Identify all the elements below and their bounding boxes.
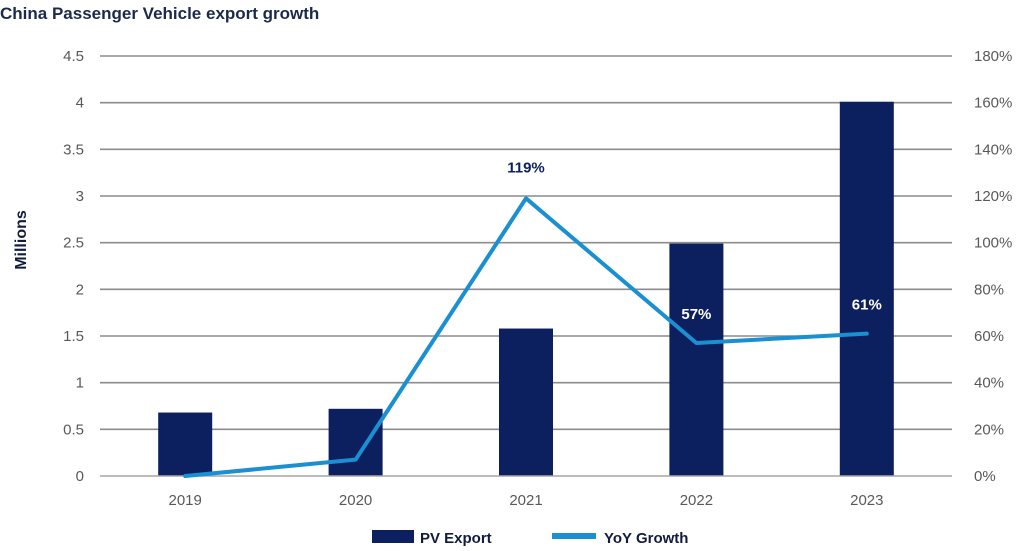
chart-title: China Passenger Vehicle export growth — [0, 4, 319, 23]
legend-swatch-yoy-growth — [552, 533, 596, 539]
bar-pv-export — [328, 408, 383, 476]
x-tick-label: 2023 — [850, 492, 883, 509]
axes: 0 0.5 1 1.5 2 2.5 3 3.5 4 4.5 0% 20% 40% 60% 80% 100% 12… — [63, 48, 1012, 509]
y-tick-label-left: 0.5 — [63, 421, 84, 438]
legend-swatch-pv-export — [372, 530, 414, 543]
bar-pv-export — [499, 328, 553, 476]
y-tick-label-left: 0 — [76, 468, 84, 485]
y-tick-label-right: 80% — [974, 281, 1004, 298]
y-tick-label-left: 1.5 — [63, 328, 84, 345]
y-tick-label-left: 1 — [76, 375, 84, 392]
bar-series — [158, 101, 894, 476]
data-labels: 7% 119% 57% 61% — [345, 159, 882, 491]
y-tick-label-left: 4 — [76, 95, 84, 112]
x-tick-label: 2020 — [339, 492, 372, 509]
bar-pv-export — [839, 101, 894, 476]
y-tick-label-left: 2.5 — [63, 235, 84, 252]
legend: PV Export YoY Growth — [372, 530, 688, 547]
line-series — [183, 196, 869, 478]
y-tick-label-left: 3 — [76, 188, 84, 205]
y-tick-label-right: 120% — [974, 188, 1012, 205]
bar-pv-export — [669, 243, 724, 476]
data-label-yoy-growth: 61% — [852, 297, 882, 314]
y-axis-label: Millions — [13, 210, 30, 270]
y-tick-label-left: 3.5 — [63, 141, 84, 158]
data-label-yoy-growth: 119% — [507, 159, 545, 176]
legend-label-pv-export: PV Export — [420, 530, 492, 547]
gridlines — [100, 55, 952, 431]
y-tick-label-right: 40% — [974, 375, 1004, 392]
y-tick-label-left: 4.5 — [63, 48, 84, 65]
x-tick-label: 2022 — [680, 492, 713, 509]
y-tick-label-left: 2 — [76, 281, 84, 298]
bar-pv-export — [158, 412, 213, 476]
data-label-yoy-growth: 57% — [681, 306, 711, 323]
y-tick-label-right: 180% — [974, 48, 1012, 65]
y-tick-label-right: 160% — [974, 95, 1012, 112]
y-tick-label-right: 20% — [974, 421, 1004, 438]
y-tick-label-right: 100% — [974, 235, 1012, 252]
y-tick-label-right: 0% — [974, 468, 996, 485]
line-yoy-growth — [183, 196, 869, 478]
y-tick-label-right: 140% — [974, 141, 1012, 158]
x-tick-label: 2019 — [169, 492, 202, 509]
legend-label-yoy-growth: YoY Growth — [604, 530, 688, 547]
y-tick-label-right: 60% — [974, 328, 1004, 345]
data-label-yoy-growth: 7% — [345, 475, 367, 492]
x-tick-label: 2021 — [509, 492, 542, 509]
